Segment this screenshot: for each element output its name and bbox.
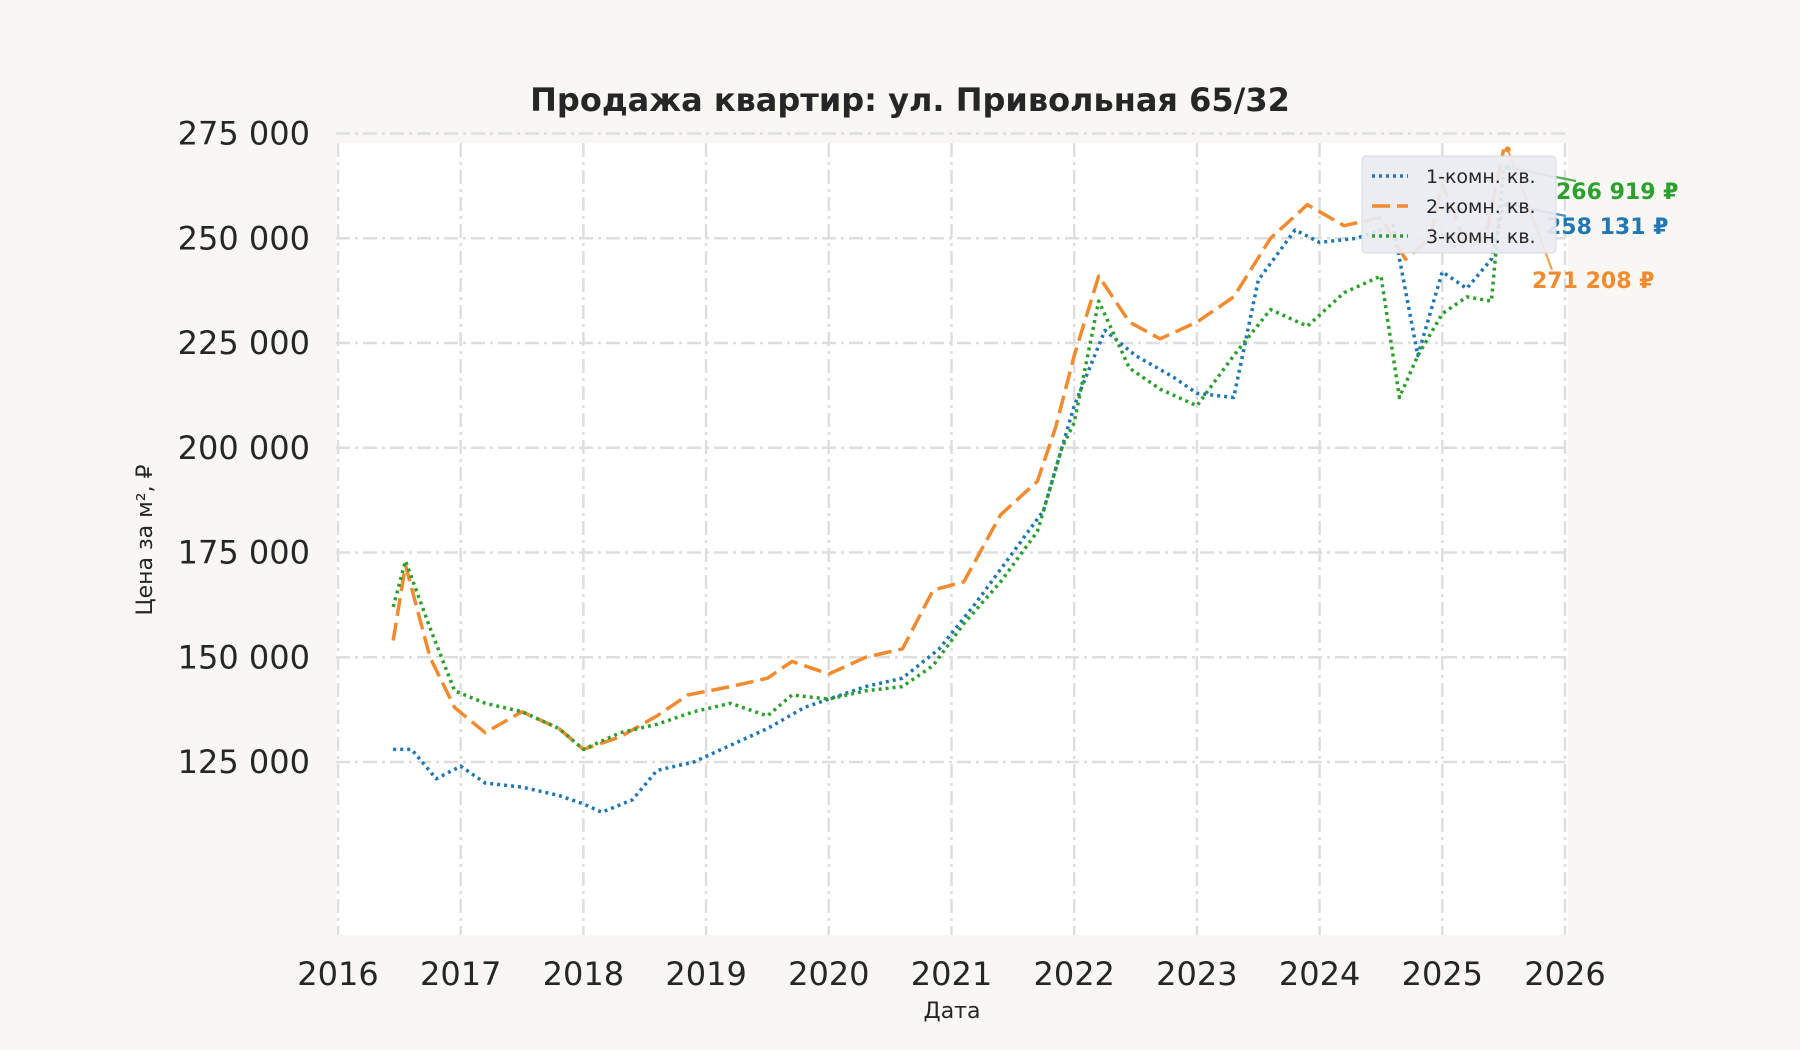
y-axis-ticks: 125 000 150 000 175 000 200 000 225 000 250 0… — [178, 115, 310, 782]
y-tick-label: 175 000 — [178, 534, 310, 572]
y-tick-label: 275 000 — [178, 115, 310, 153]
annotation-label: 258 131 ₽ — [1546, 215, 1668, 240]
annotation-label: 271 208 ₽ — [1532, 269, 1654, 294]
gridlines — [336, 132, 1568, 935]
x-tick-label: 2022 — [1033, 955, 1114, 993]
legend-box — [1361, 155, 1557, 254]
annotation-arrowhead — [1504, 146, 1511, 153]
legend-label[interactable]: 1-комн. кв. — [1426, 166, 1536, 188]
y-axis-label: Цена за м², ₽ — [133, 464, 158, 615]
y-tick-label: 125 000 — [178, 743, 310, 781]
x-tick-label: 2025 — [1402, 955, 1483, 993]
x-tick-label: 2020 — [788, 955, 869, 993]
x-axis-label: Дата — [924, 999, 981, 1024]
x-tick-label: 2019 — [665, 955, 746, 993]
y-tick-label: 250 000 — [178, 219, 310, 257]
x-axis-ticks: 2016 2017 2018 2019 2020 2021 2022 2023 2024 2025… — [297, 955, 1605, 993]
series-line — [391, 167, 1506, 752]
legend[interactable]: 1-комн. кв. 2-комн. кв. 3-комн. кв. — [1361, 155, 1557, 254]
y-tick-label: 225 000 — [178, 324, 310, 362]
series-line — [393, 203, 1506, 815]
x-tick-label: 2018 — [543, 955, 624, 993]
chart-title: Продажа квартир: ул. Привольная 65/32 — [530, 81, 1290, 119]
x-tick-label: 2026 — [1524, 955, 1605, 993]
x-tick-label: 2016 — [297, 955, 378, 993]
annotation-label: 266 919 ₽ — [1556, 180, 1678, 205]
x-tick-label: 2023 — [1156, 955, 1237, 993]
y-tick-label: 150 000 — [178, 638, 310, 676]
legend-label[interactable]: 2-комн. кв. — [1426, 196, 1536, 218]
legend-label[interactable]: 3-комн. кв. — [1426, 226, 1536, 248]
x-tick-label: 2024 — [1279, 955, 1360, 993]
y-tick-label: 200 000 — [178, 429, 310, 467]
x-tick-label: 2017 — [420, 955, 501, 993]
x-tick-label: 2021 — [911, 955, 992, 993]
